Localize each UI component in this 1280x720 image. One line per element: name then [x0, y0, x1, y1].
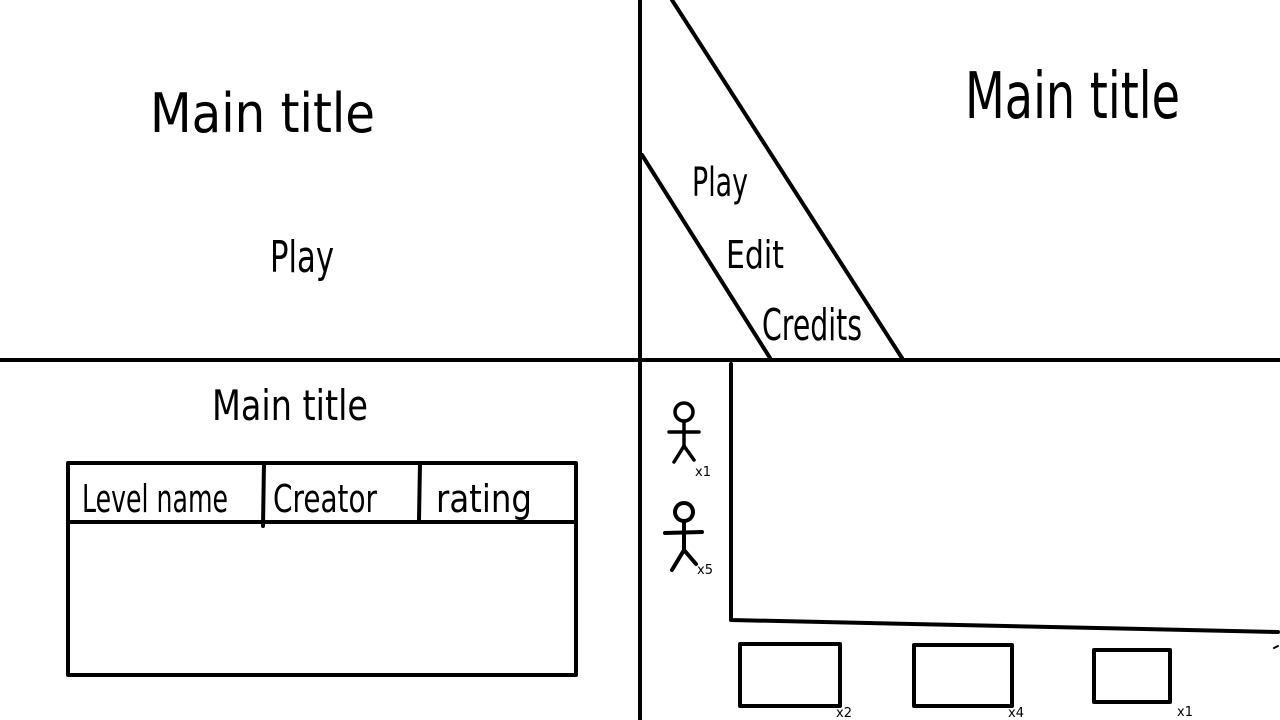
level-table-column-divider	[261, 461, 266, 528]
character-palette-item[interactable]: x5	[663, 501, 713, 578]
level-table-header-rating[interactable]: rating	[436, 477, 532, 521]
level-editor-panel: x1 x5 x2 x4 x1	[663, 362, 1280, 720]
title-screen-title: Main title	[150, 82, 375, 145]
stick-figure-icon	[667, 401, 701, 464]
level-table	[66, 461, 578, 677]
block-icon	[738, 642, 842, 708]
block-palette-item[interactable]: x2	[738, 642, 852, 720]
character-count: x1	[695, 465, 711, 480]
level-browser-title: Main title	[212, 381, 368, 430]
character-count: x5	[697, 563, 713, 578]
character-palette-item[interactable]: x1	[667, 401, 711, 480]
menu-item-play[interactable]: Play	[692, 160, 748, 206]
stick-figure-icon	[663, 501, 704, 572]
menu-item-credits[interactable]: Credits	[762, 300, 862, 351]
block-count: x4	[1008, 706, 1024, 720]
level-table-column-divider	[417, 461, 422, 522]
menu-item-edit[interactable]: Edit	[726, 233, 784, 277]
block-count: x2	[836, 706, 852, 720]
editor-canvas[interactable]	[729, 362, 1280, 634]
block-palette-item[interactable]: x4	[912, 643, 1024, 720]
menu-band-edge-right	[670, 0, 904, 360]
menu-band-edge-left	[640, 153, 772, 360]
main-menu-panel: Main title Play Edit Credits	[640, 0, 1180, 360]
level-table-header-level-name[interactable]: Level name	[82, 477, 228, 521]
block-palette-item[interactable]: x1	[1092, 648, 1193, 720]
editor-edge-mark	[1273, 645, 1279, 649]
level-browser-panel: Main title Level name Creator rating	[66, 381, 578, 677]
title-screen-play-button[interactable]: Play	[270, 232, 334, 283]
block-icon	[1092, 648, 1172, 704]
title-screen-panel: Main title Play	[150, 82, 375, 283]
level-table-header-creator[interactable]: Creator	[273, 477, 377, 521]
main-menu-title: Main title	[965, 60, 1180, 134]
block-icon	[912, 643, 1014, 708]
block-count: x1	[1177, 705, 1193, 720]
